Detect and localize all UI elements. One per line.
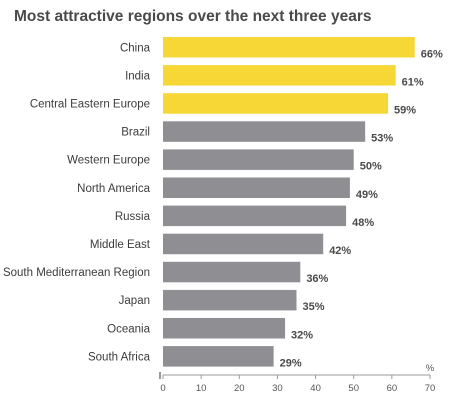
tick-label: 60 (387, 383, 398, 394)
category-label: South Africa (88, 351, 151, 363)
tick-label: 20 (234, 383, 245, 394)
category-label: South Mediterranean Region (3, 267, 150, 279)
value-label: 66% (421, 48, 443, 60)
tick-label: 50 (348, 383, 359, 394)
value-label: 42% (329, 245, 351, 257)
value-label: 36% (306, 273, 328, 285)
value-label: 32% (291, 329, 313, 341)
bars: China 66% India 61% Central Eastern Europe 59… (3, 37, 443, 369)
x-axis: 0 10 20 30 40 50 60 70% (159, 363, 436, 394)
category-label: Central Eastern Europe (30, 98, 150, 110)
bar (163, 177, 350, 198)
value-label: 49% (356, 189, 378, 201)
axis-unit-label: % (426, 363, 435, 374)
chart-title: Most attractive regions over the next th… (14, 8, 372, 25)
bar (163, 261, 301, 283)
tick-label: 30 (272, 383, 283, 394)
bar (163, 233, 324, 255)
tick-label: 10 (196, 383, 207, 394)
value-label: 61% (402, 76, 424, 88)
bar (163, 37, 415, 58)
value-label: 50% (360, 161, 382, 173)
category-label: Middle East (90, 239, 151, 251)
value-label: 35% (303, 301, 325, 313)
category-label: North America (77, 183, 150, 195)
category-label: Western Europe (67, 155, 150, 167)
bar (163, 346, 274, 367)
bar (163, 121, 366, 142)
tick-label: 40 (310, 383, 321, 394)
bar (163, 93, 389, 114)
bar (163, 65, 396, 86)
tick-label: 0 (160, 383, 165, 394)
category-label: Russia (115, 211, 151, 223)
category-label: Brazil (121, 127, 150, 139)
value-label: 29% (280, 357, 302, 369)
category-label: India (125, 70, 151, 82)
bar (163, 289, 297, 311)
category-label: Oceania (107, 323, 150, 335)
category-label: Japan (119, 295, 150, 307)
value-label: 53% (371, 133, 393, 145)
bar (163, 205, 347, 227)
tick-label: 70 (425, 383, 436, 394)
value-label: 59% (394, 104, 416, 116)
category-label: China (120, 42, 151, 54)
bar (163, 149, 354, 170)
value-label: 48% (352, 217, 374, 229)
bar (163, 318, 286, 339)
